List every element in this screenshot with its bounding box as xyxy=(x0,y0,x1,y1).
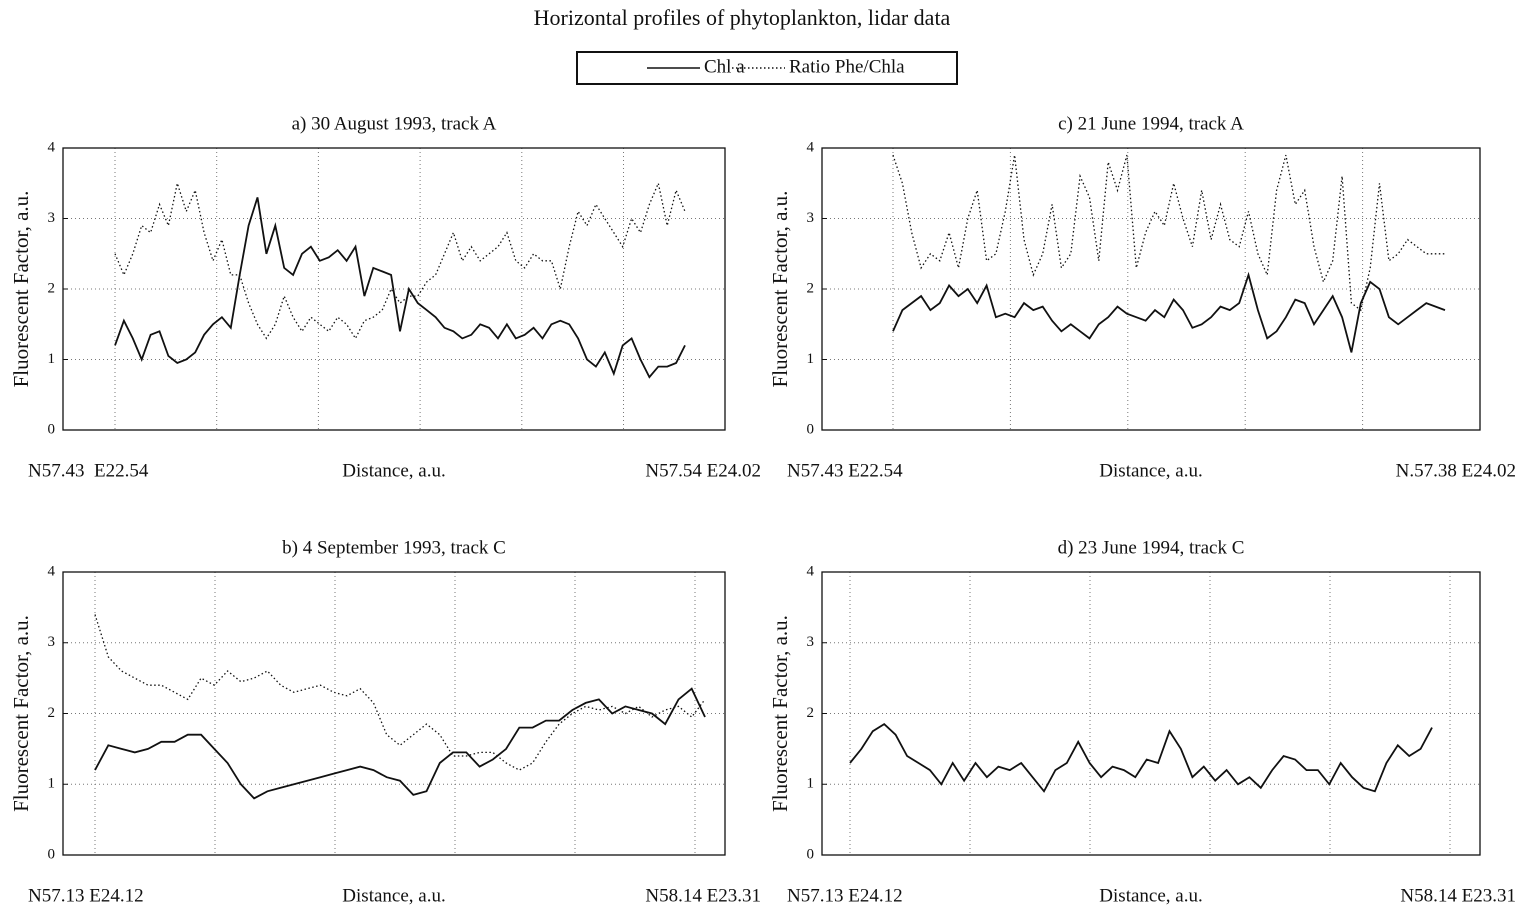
legend-label: Ratio Phe/Chla xyxy=(789,56,905,77)
y-axis-label: Fluorescent Factor, a.u. xyxy=(9,615,33,812)
x-start-label: N57.43 E22.54 xyxy=(787,460,903,481)
x-start-label: N57.13 E24.12 xyxy=(28,885,144,906)
chart-title: b) 4 September 1993, track C xyxy=(282,537,506,558)
data-line xyxy=(892,154,1445,312)
plot-frame xyxy=(62,571,726,856)
x-end-label: N.57.38 E24.02 xyxy=(1396,460,1516,481)
data-line xyxy=(114,197,686,379)
y-axis-label: Fluorescent Factor, a.u. xyxy=(768,615,792,812)
x-end-label: N57.54 E24.02 xyxy=(645,460,761,481)
data-line xyxy=(94,687,706,800)
x-axis-label: Distance, a.u. xyxy=(1099,460,1202,481)
y-tick-label: 1 xyxy=(807,776,815,792)
legend-box xyxy=(576,51,958,85)
y-tick-label: 3 xyxy=(48,210,56,226)
plot-frame xyxy=(62,147,726,431)
x-axis-label: Distance, a.u. xyxy=(342,885,445,906)
y-tick-label: 4 xyxy=(48,563,56,579)
legend-label: Chl a xyxy=(704,56,745,77)
y-tick-label: 0 xyxy=(48,421,56,437)
legend: Chl a Ratio Phe/Chla xyxy=(576,51,958,85)
y-tick-label: 3 xyxy=(48,634,56,650)
x-axis-label: Distance, a.u. xyxy=(342,460,445,481)
y-tick-label: 4 xyxy=(807,563,815,579)
chart-title: a) 30 August 1993, track A xyxy=(292,113,497,134)
y-tick-label: 3 xyxy=(807,634,815,650)
y-tick-label: 2 xyxy=(807,705,815,721)
chart-title: c) 21 June 1994, track A xyxy=(1058,113,1244,134)
data-line xyxy=(94,614,706,771)
y-tick-label: 0 xyxy=(48,846,56,862)
plot-frame xyxy=(821,571,1481,856)
y-tick-label: 1 xyxy=(48,351,56,367)
chart-title: d) 23 June 1994, track C xyxy=(1058,537,1245,558)
figure-title: Horizontal profiles of phytoplankton, li… xyxy=(534,5,951,30)
plot-frame xyxy=(821,147,1481,431)
y-tick-label: 3 xyxy=(807,210,815,226)
y-tick-label: 0 xyxy=(807,421,815,437)
y-axis-label: Fluorescent Factor, a.u. xyxy=(768,191,792,388)
y-tick-label: 2 xyxy=(807,280,815,296)
x-axis-label: Distance, a.u. xyxy=(1099,885,1202,906)
x-start-label: N57.43 E22.54 xyxy=(28,460,149,481)
y-tick-label: 4 xyxy=(48,139,56,155)
y-tick-label: 2 xyxy=(48,705,56,721)
y-tick-label: 0 xyxy=(807,846,815,862)
y-tick-label: 2 xyxy=(48,280,56,296)
data-line xyxy=(849,722,1433,793)
y-axis-label: Fluorescent Factor, a.u. xyxy=(9,191,33,388)
y-tick-label: 1 xyxy=(48,776,56,792)
y-tick-label: 1 xyxy=(807,351,815,367)
data-line xyxy=(892,271,1446,353)
x-start-label: N57.13 E24.12 xyxy=(787,885,903,906)
x-end-label: N58.14 E23.31 xyxy=(645,885,761,906)
y-tick-label: 4 xyxy=(807,139,815,155)
x-end-label: N58.14 E23.31 xyxy=(1400,885,1516,906)
data-line xyxy=(114,180,686,340)
